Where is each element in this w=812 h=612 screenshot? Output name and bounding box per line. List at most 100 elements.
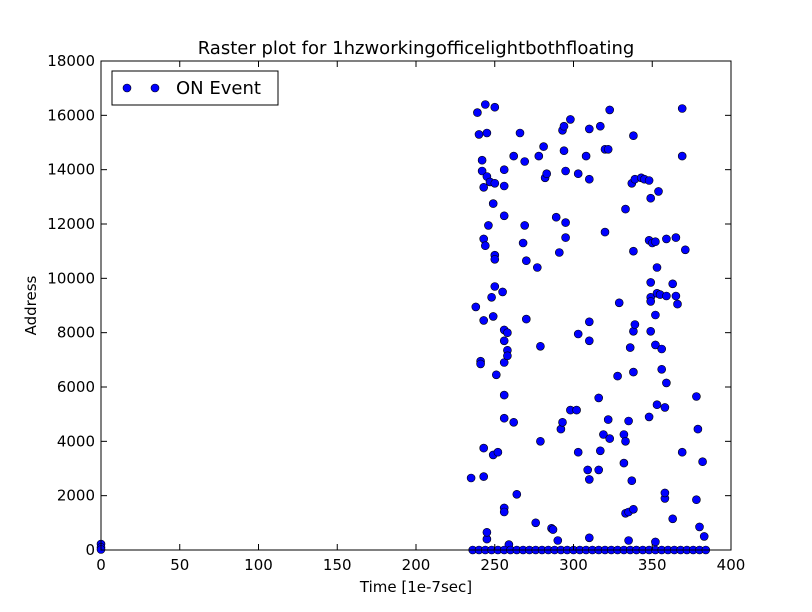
data-point bbox=[531, 518, 541, 528]
data-point bbox=[673, 299, 682, 309]
data-point bbox=[677, 447, 687, 457]
data-point bbox=[480, 241, 490, 250]
legend-marker bbox=[150, 83, 160, 93]
data-point bbox=[573, 447, 583, 457]
data-point bbox=[584, 475, 594, 484]
data-point bbox=[594, 465, 604, 475]
data-point bbox=[499, 413, 509, 423]
data-point bbox=[539, 142, 548, 151]
data-point bbox=[584, 174, 594, 184]
data-point bbox=[657, 344, 667, 354]
data-point bbox=[651, 310, 660, 320]
data-point bbox=[646, 193, 656, 203]
data-point bbox=[654, 187, 663, 196]
data-point bbox=[668, 514, 678, 524]
data-point bbox=[652, 400, 662, 410]
data-point bbox=[509, 151, 519, 161]
data-point bbox=[629, 246, 638, 256]
data-point bbox=[558, 417, 567, 427]
data-point bbox=[621, 204, 630, 214]
data-point bbox=[482, 527, 492, 537]
y-axis-label: Address bbox=[22, 275, 40, 335]
data-point bbox=[479, 183, 489, 192]
data-point bbox=[584, 533, 594, 543]
data-point bbox=[477, 155, 487, 165]
chart-title: Raster plot for 1hzworkingofficelightbot… bbox=[198, 38, 635, 59]
data-point bbox=[473, 108, 482, 117]
data-point bbox=[515, 128, 525, 138]
data-point bbox=[499, 390, 509, 400]
y-tick-label: 8000 bbox=[57, 324, 95, 342]
data-point bbox=[573, 169, 583, 178]
data-point bbox=[627, 476, 637, 486]
data-point bbox=[595, 446, 605, 456]
data-point bbox=[499, 181, 509, 191]
data-point bbox=[520, 157, 530, 166]
data-point bbox=[657, 364, 667, 374]
data-point bbox=[499, 507, 509, 517]
data-point bbox=[652, 263, 662, 272]
data-point bbox=[503, 351, 512, 361]
data-point bbox=[594, 393, 604, 403]
data-point bbox=[561, 233, 570, 242]
data-point bbox=[482, 128, 492, 138]
data-point bbox=[566, 115, 575, 124]
data-point bbox=[479, 443, 489, 453]
data-point bbox=[512, 489, 522, 499]
data-point bbox=[490, 102, 500, 112]
data-point bbox=[584, 336, 594, 346]
y-tick-label: 2000 bbox=[57, 487, 95, 505]
x-tick-label: 250 bbox=[480, 556, 509, 574]
data-point bbox=[603, 145, 613, 154]
data-point bbox=[613, 371, 622, 381]
data-point bbox=[509, 417, 519, 427]
legend-label: ON Event bbox=[176, 78, 261, 99]
data-point bbox=[584, 317, 594, 327]
legend-box bbox=[111, 70, 279, 106]
data-point bbox=[499, 336, 509, 346]
data-point bbox=[662, 291, 671, 301]
data-point bbox=[488, 312, 498, 321]
data-point bbox=[474, 130, 484, 139]
x-tick-label: 100 bbox=[244, 556, 273, 574]
data-point bbox=[548, 525, 558, 534]
data-point bbox=[584, 124, 594, 134]
data-point bbox=[619, 458, 629, 468]
data-point bbox=[677, 104, 687, 113]
data-point bbox=[572, 405, 581, 415]
data-point bbox=[660, 403, 670, 412]
data-point bbox=[559, 121, 569, 131]
data-point bbox=[487, 292, 496, 302]
data-point bbox=[662, 378, 671, 388]
data-point bbox=[561, 166, 570, 176]
y-tick-label: 16000 bbox=[47, 106, 95, 124]
data-point bbox=[629, 131, 638, 140]
data-point bbox=[671, 291, 681, 301]
data-point bbox=[561, 218, 570, 227]
y-tick-label: 10000 bbox=[47, 269, 95, 287]
data-point bbox=[581, 151, 591, 161]
data-point bbox=[559, 146, 569, 155]
data-point bbox=[534, 151, 544, 161]
data-point bbox=[630, 320, 640, 329]
data-point bbox=[624, 536, 633, 545]
data-point bbox=[542, 169, 552, 178]
y-tick-label: 14000 bbox=[47, 161, 95, 179]
data-point bbox=[605, 105, 615, 115]
data-point bbox=[651, 237, 660, 246]
data-point bbox=[625, 343, 635, 352]
data-point bbox=[479, 472, 489, 481]
data-point bbox=[490, 179, 500, 188]
data-point bbox=[621, 436, 630, 446]
data-point bbox=[536, 436, 545, 446]
data-point bbox=[662, 234, 671, 244]
data-point bbox=[605, 434, 615, 443]
data-point bbox=[491, 370, 501, 380]
data-point bbox=[595, 121, 605, 131]
legend-marker bbox=[122, 83, 132, 93]
data-point bbox=[646, 297, 656, 306]
data-point bbox=[471, 302, 481, 312]
data-point bbox=[693, 424, 703, 434]
data-point bbox=[466, 473, 476, 483]
data-point bbox=[671, 233, 681, 242]
